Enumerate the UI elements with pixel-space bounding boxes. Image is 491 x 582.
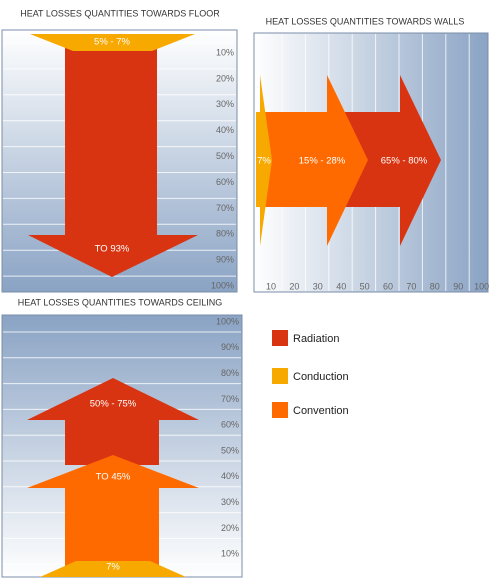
conduction-arrow [256,75,272,246]
tick-label: 30% [216,99,234,109]
tick-label: 80% [221,368,239,378]
tick-label: 30 [313,281,323,291]
arrow-label: TO 93% [95,244,130,255]
arrow-label: TO 45% [96,472,131,483]
arrow-label: 50% - 75% [90,399,137,410]
tick-label: 40% [216,125,234,135]
arrow-label: 5% - 7% [94,37,130,48]
tick-label: 50% [216,151,234,161]
tick-label: 70% [216,203,234,213]
radiation-arrow [340,75,441,246]
tick-label: 90% [216,255,234,265]
legend-label: Conduction [293,371,349,383]
panel-title: HEAT LOSSES QUANTITIES TOWARDS FLOOR [20,8,220,18]
legend-swatch [272,402,288,418]
tick-label: 100% [216,316,239,326]
legend-label: Convention [293,405,349,417]
tick-label: 20 [289,281,299,291]
conduction-arrow [30,34,195,51]
arrow-label: 7% [106,562,120,573]
tick-label: 20% [221,523,239,533]
tick-label: 90 [453,281,463,291]
tick-label: 40% [221,471,239,481]
convention-arrow [27,455,199,577]
panel-title: HEAT LOSSES QUANTITIES TOWARDS WALLS [266,16,465,26]
tick-label: 60 [383,281,393,291]
arrow-label: 65% - 80% [381,156,428,167]
tick-label: 50 [360,281,370,291]
tick-label: 70 [406,281,416,291]
legend-label: Radiation [293,333,339,345]
tick-label: 50% [221,445,239,455]
radiation-arrow [28,45,198,277]
tick-label: 20% [216,73,234,83]
tick-label: 70% [221,394,239,404]
tick-label: 80% [216,229,234,239]
tick-label: 40 [336,281,346,291]
arrow-label: 7% [257,156,271,167]
legend-swatch [272,330,288,346]
arrow-label: 15% - 28% [299,156,346,167]
tick-label: 10% [216,47,234,57]
tick-label: 10% [221,549,239,559]
tick-label: 100% [211,280,234,290]
convention-arrow [256,75,368,246]
tick-label: 10 [266,281,276,291]
tick-label: 60% [216,177,234,187]
tick-label: 30% [221,497,239,507]
tick-label: 60% [221,420,239,430]
legend-swatch [272,368,288,384]
tick-label: 80 [430,281,440,291]
panel-title: HEAT LOSSES QUANTITIES TOWARDS CEILING [18,297,223,307]
tick-label: 90% [221,342,239,352]
tick-label: 100 [474,281,489,291]
radiation-arrow [27,378,199,465]
conduction-arrow [40,561,186,577]
